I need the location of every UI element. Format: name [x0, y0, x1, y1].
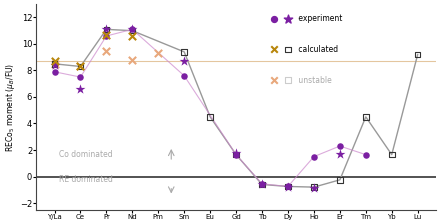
Text: Co dominated: Co dominated [59, 150, 113, 159]
Point [310, 155, 317, 158]
Text: calculated: calculated [296, 45, 338, 54]
Point [336, 144, 343, 148]
Point [388, 153, 395, 156]
Point [259, 183, 266, 186]
Point [67, 162, 74, 166]
Point [259, 183, 266, 186]
Point [181, 50, 188, 54]
Point [310, 185, 317, 189]
Point [259, 182, 266, 186]
Point [67, 166, 74, 170]
Point [51, 63, 58, 67]
Point [103, 49, 110, 52]
Point [66, 162, 73, 166]
Point [129, 28, 136, 31]
Point [51, 70, 58, 73]
Point [77, 65, 84, 68]
Point [103, 33, 110, 37]
Point [129, 34, 136, 38]
Point [103, 28, 110, 31]
Point [129, 29, 136, 32]
Text: RE dominated: RE dominated [59, 175, 113, 185]
Point [284, 185, 291, 189]
Point [129, 28, 136, 31]
Point [336, 152, 343, 156]
Point [362, 115, 369, 119]
Point [181, 74, 188, 78]
Point [310, 186, 317, 190]
Point [207, 115, 214, 119]
Point [77, 75, 84, 79]
Point [103, 28, 110, 31]
Point [51, 62, 58, 66]
Point [66, 164, 73, 168]
Text: unstable: unstable [296, 76, 332, 85]
Point [336, 178, 343, 182]
Point [103, 34, 110, 38]
Point [129, 58, 136, 62]
Point [77, 65, 84, 68]
Point [181, 59, 188, 63]
Point [233, 151, 240, 155]
Point [414, 53, 421, 56]
Text: experiment: experiment [296, 14, 342, 23]
Point [155, 52, 162, 55]
Point [77, 87, 84, 91]
Point [51, 62, 58, 66]
Point [233, 153, 240, 156]
Y-axis label: RECo$_5$ moment ($\mu_B$/FU): RECo$_5$ moment ($\mu_B$/FU) [4, 62, 17, 152]
Point [284, 185, 291, 188]
Point [233, 153, 240, 156]
Point [77, 65, 84, 68]
Point [362, 153, 369, 156]
Point [284, 185, 291, 188]
Point [67, 164, 74, 168]
Point [51, 59, 58, 63]
Point [66, 166, 73, 170]
